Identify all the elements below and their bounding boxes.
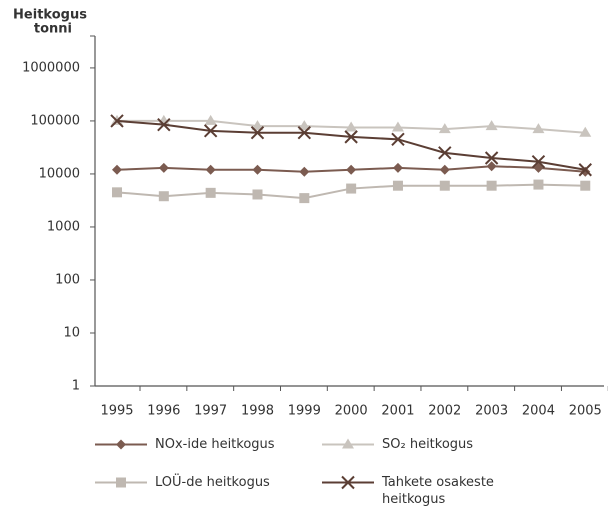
marker (486, 161, 497, 172)
x-tick-label: 2004 (522, 404, 555, 419)
y-tick-label: 10 (63, 325, 80, 340)
x-tick-label: 2002 (428, 404, 461, 419)
x-tick-label: 1999 (288, 404, 321, 419)
marker (205, 164, 216, 175)
y-tick-label: 1000000 (22, 60, 80, 75)
marker (250, 125, 265, 140)
x-tick-label: 1997 (194, 404, 227, 419)
x-tick-label: 1996 (147, 404, 180, 419)
marker (580, 180, 591, 191)
marker (438, 146, 452, 160)
x-tick-label: 2005 (569, 404, 602, 419)
marker (158, 191, 169, 202)
marker (579, 126, 592, 137)
marker (205, 187, 216, 198)
marker (112, 187, 123, 198)
y-tick-label: 100 (55, 272, 80, 287)
marker (112, 164, 123, 175)
y-axis-label: tonni (34, 22, 72, 37)
y-tick-label: 10000 (39, 166, 80, 181)
y-tick-label: 1000 (47, 219, 80, 234)
marker (533, 179, 544, 190)
marker (532, 123, 545, 134)
y-axis-label: Heitkogus (13, 8, 87, 23)
marker (439, 164, 450, 175)
x-tick-label: 2001 (381, 404, 414, 419)
marker (252, 189, 263, 200)
marker (252, 164, 263, 175)
marker (438, 123, 451, 134)
x-tick-label: 1995 (100, 404, 133, 419)
marker (157, 117, 171, 132)
marker (344, 130, 358, 144)
marker (251, 120, 264, 131)
marker (531, 155, 546, 169)
marker (392, 162, 403, 173)
marker (391, 132, 405, 147)
marker (439, 180, 450, 191)
marker (297, 125, 312, 140)
marker (391, 121, 404, 132)
y-tick-label: 100000 (30, 113, 80, 128)
marker (346, 164, 357, 175)
marker (204, 114, 217, 125)
marker (392, 180, 403, 191)
marker (578, 163, 592, 177)
marker (345, 121, 358, 132)
marker (203, 124, 218, 138)
marker (298, 120, 311, 131)
x-tick-label: 1998 (241, 404, 274, 419)
marker (486, 180, 497, 191)
marker (158, 162, 169, 173)
x-tick-label: 2000 (335, 404, 368, 419)
marker (299, 166, 310, 177)
marker (484, 151, 499, 165)
y-tick-label: 1 (72, 379, 80, 394)
marker (299, 193, 310, 204)
marker (346, 183, 357, 194)
marker (485, 120, 498, 131)
x-tick-label: 2003 (475, 404, 508, 419)
marker (110, 114, 124, 128)
